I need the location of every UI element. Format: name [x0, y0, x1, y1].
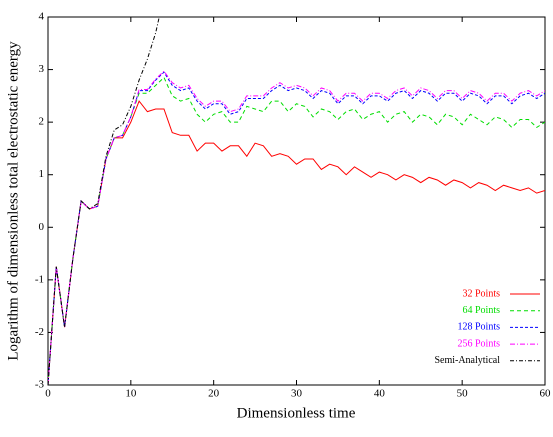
plot-area — [48, 17, 545, 385]
x-tick-label: 20 — [208, 388, 220, 400]
y-tick-label: 4 — [39, 11, 45, 23]
x-tick-label: 40 — [374, 388, 386, 400]
legend-label: 128 Points — [457, 322, 500, 333]
y-tick-label: 3 — [39, 63, 45, 75]
x-tick-label: 60 — [540, 388, 552, 400]
y-tick-label: -3 — [35, 379, 45, 391]
series-line — [48, 71, 545, 385]
legend-label: 32 Points — [462, 288, 500, 299]
x-tick-label: 50 — [457, 388, 469, 400]
x-tick-label: 0 — [45, 388, 51, 400]
y-axis-label: Logarithm of dimensionless total electro… — [5, 41, 21, 361]
legend-label: 64 Points — [462, 305, 500, 316]
y-tick-label: -1 — [35, 273, 44, 285]
y-tick-label: -2 — [35, 326, 44, 338]
y-tick-label: 2 — [39, 116, 45, 128]
series-line — [48, 76, 545, 385]
x-tick-label: 30 — [291, 388, 303, 400]
y-tick-label: 0 — [39, 221, 45, 233]
x-tick-label: 10 — [125, 388, 137, 400]
series-line — [48, 17, 160, 385]
legend-label: Semi-Analytical — [434, 355, 500, 366]
legend-label: 256 Points — [457, 338, 500, 349]
y-tick-label: 1 — [39, 168, 45, 180]
series-line — [48, 100, 545, 385]
x-axis-label: Dimensionless time — [237, 405, 356, 421]
